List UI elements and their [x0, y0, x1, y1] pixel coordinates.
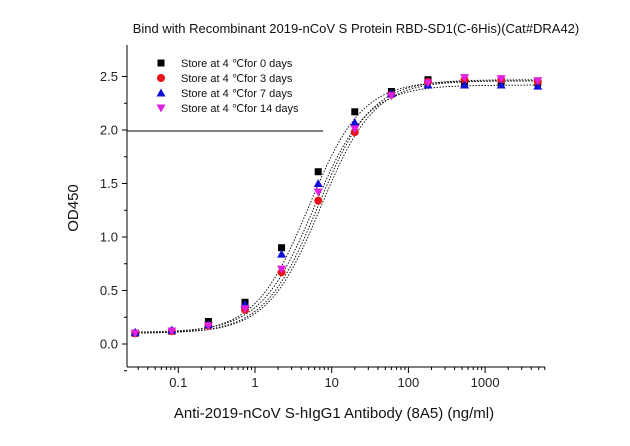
legend-label: Store at 4 ℃for 3 days — [181, 73, 293, 85]
legend: Store at 4 ℃for 0 days Store at 4 ℃for 3 … — [127, 58, 323, 132]
y-tick-label: 2.0 — [100, 123, 118, 138]
y-tick-label: 0.5 — [100, 283, 118, 298]
data-point — [496, 80, 506, 89]
data-point — [314, 168, 322, 176]
axes: 0.0 0.5 1.0 1.5 2.0 2.5 0.1 1 10 100 1000 — [100, 45, 546, 390]
y-tick-label: 1.5 — [100, 176, 118, 191]
chart-title: Bind with Recombinant 2019-nCoV S Protei… — [133, 21, 580, 36]
data-point — [130, 329, 140, 338]
fit-curve — [135, 80, 538, 334]
data-point — [533, 77, 543, 86]
data-point — [423, 79, 433, 88]
data-point — [350, 125, 360, 134]
fit-curves — [135, 79, 538, 334]
data-point — [167, 327, 177, 336]
data-point — [313, 179, 323, 187]
data-point — [351, 108, 359, 116]
legend-label: Store at 4 ℃for 0 days — [181, 58, 293, 70]
y-tick-label: 1.0 — [100, 230, 118, 245]
x-tick-label: 100 — [398, 375, 420, 390]
data-point — [350, 118, 360, 127]
fit-curve — [135, 79, 538, 334]
data-point — [277, 265, 287, 274]
fit-curve — [135, 80, 538, 334]
x-tick-label: 1000 — [471, 375, 500, 390]
data-point — [203, 322, 213, 331]
fit-curve — [135, 84, 538, 333]
x-axis-title: Anti-2019-nCoV S-hIgG1 Antibody (8A5) (n… — [174, 405, 494, 422]
data-point — [314, 196, 323, 205]
data-point — [533, 81, 543, 90]
y-axis-title: OD450 — [65, 184, 82, 232]
data-point — [386, 92, 396, 101]
data-point — [460, 80, 470, 89]
x-tick-label: 10 — [324, 375, 338, 390]
y-tick-label: 2.5 — [100, 69, 118, 84]
data-point — [460, 74, 470, 83]
legend-marker — [157, 74, 165, 82]
data-point — [240, 305, 250, 314]
data-point — [496, 75, 506, 84]
data-point — [313, 188, 323, 197]
data-points — [130, 74, 543, 338]
x-tick-label: 0.1 — [169, 375, 187, 390]
y-tick-label: 0.0 — [100, 337, 118, 352]
data-point — [277, 249, 287, 258]
x-tick-label: 1 — [251, 375, 258, 390]
legend-marker — [157, 59, 165, 67]
legend-marker — [156, 88, 166, 97]
legend-label: Store at 4 ℃for 7 days — [181, 88, 293, 100]
legend-marker — [156, 104, 166, 113]
data-point — [278, 244, 286, 252]
legend-label: Store at 4 ℃for 14 days — [181, 103, 299, 115]
